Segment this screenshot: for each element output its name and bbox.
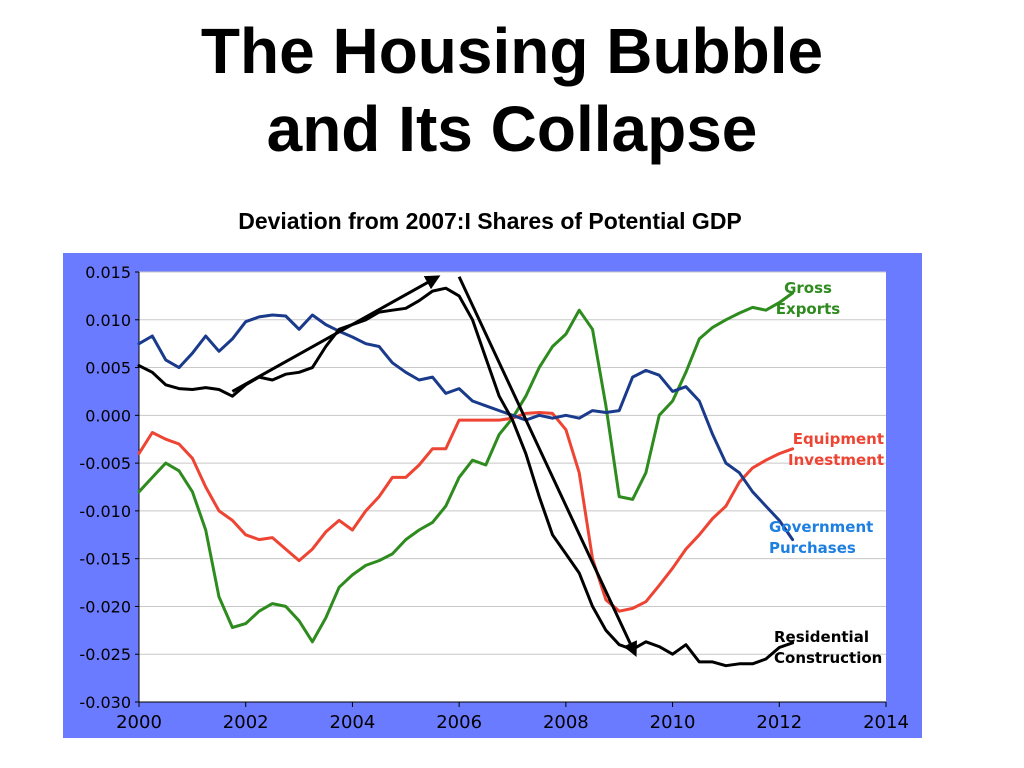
- y-tick-label: -0.030: [79, 693, 131, 712]
- plot-area: [139, 272, 886, 702]
- x-tick-label: 2012: [756, 712, 802, 733]
- y-tick-label: -0.005: [79, 454, 131, 473]
- series-label-residential-construction-line-2: Construction: [774, 649, 882, 667]
- x-tick-label: 2006: [436, 712, 482, 733]
- series-label-equipment-investment-line-1: Equipment: [793, 430, 884, 448]
- x-tick-label: 2008: [543, 712, 589, 733]
- slide-title: The Housing Bubble and Its Collapse: [0, 12, 1024, 168]
- y-tick-label: 0.000: [85, 406, 131, 425]
- y-tick-label: 0.010: [85, 311, 131, 330]
- y-tick-label: -0.020: [79, 597, 131, 616]
- x-tick-label: 2004: [330, 712, 376, 733]
- y-tick-label: -0.015: [79, 550, 131, 569]
- slide-title-line-1: The Housing Bubble: [200, 15, 824, 87]
- y-tick-label: 0.005: [85, 359, 131, 378]
- series-label-residential-construction-line-1: Residential: [774, 628, 869, 646]
- line-chart: 0.015 0.010 0.005 0.000 -0.005 -0.010 -0.015 -0…: [63, 253, 922, 738]
- boom-arrow: [231, 275, 441, 393]
- chart-title: Deviation from 2007:I Shares of Potentia…: [238, 208, 742, 234]
- series-label-government-purchases-line-1: Government: [769, 518, 873, 536]
- series-label-government-purchases-line-2: Purchases: [769, 539, 856, 557]
- y-tick-label: -0.025: [79, 645, 131, 664]
- series-label-equipment-investment-line-2: Investment: [788, 451, 884, 469]
- series-line-equipment-investment: [137, 411, 795, 613]
- x-tick-label: 2010: [650, 712, 696, 733]
- y-tick-label: -0.010: [79, 502, 131, 521]
- series-line-gross-exports: [137, 291, 795, 644]
- series-line-government-purchases: [137, 313, 795, 542]
- x-tick-label: 2000: [116, 712, 162, 733]
- bust-arrow: [457, 276, 637, 657]
- chart-frame: 0.015 0.010 0.005 0.000 -0.005 -0.010 -0.015 -0…: [63, 253, 922, 738]
- slide-title-line-2: and Its Collapse: [266, 93, 758, 165]
- x-tick-label: 2014: [863, 712, 909, 733]
- series-label-gross-exports-line-2: Exports: [776, 300, 841, 318]
- series-label-gross-exports-line-1: Gross: [784, 279, 832, 297]
- y-tick-label: 0.015: [85, 263, 131, 282]
- x-tick-label: 2002: [223, 712, 269, 733]
